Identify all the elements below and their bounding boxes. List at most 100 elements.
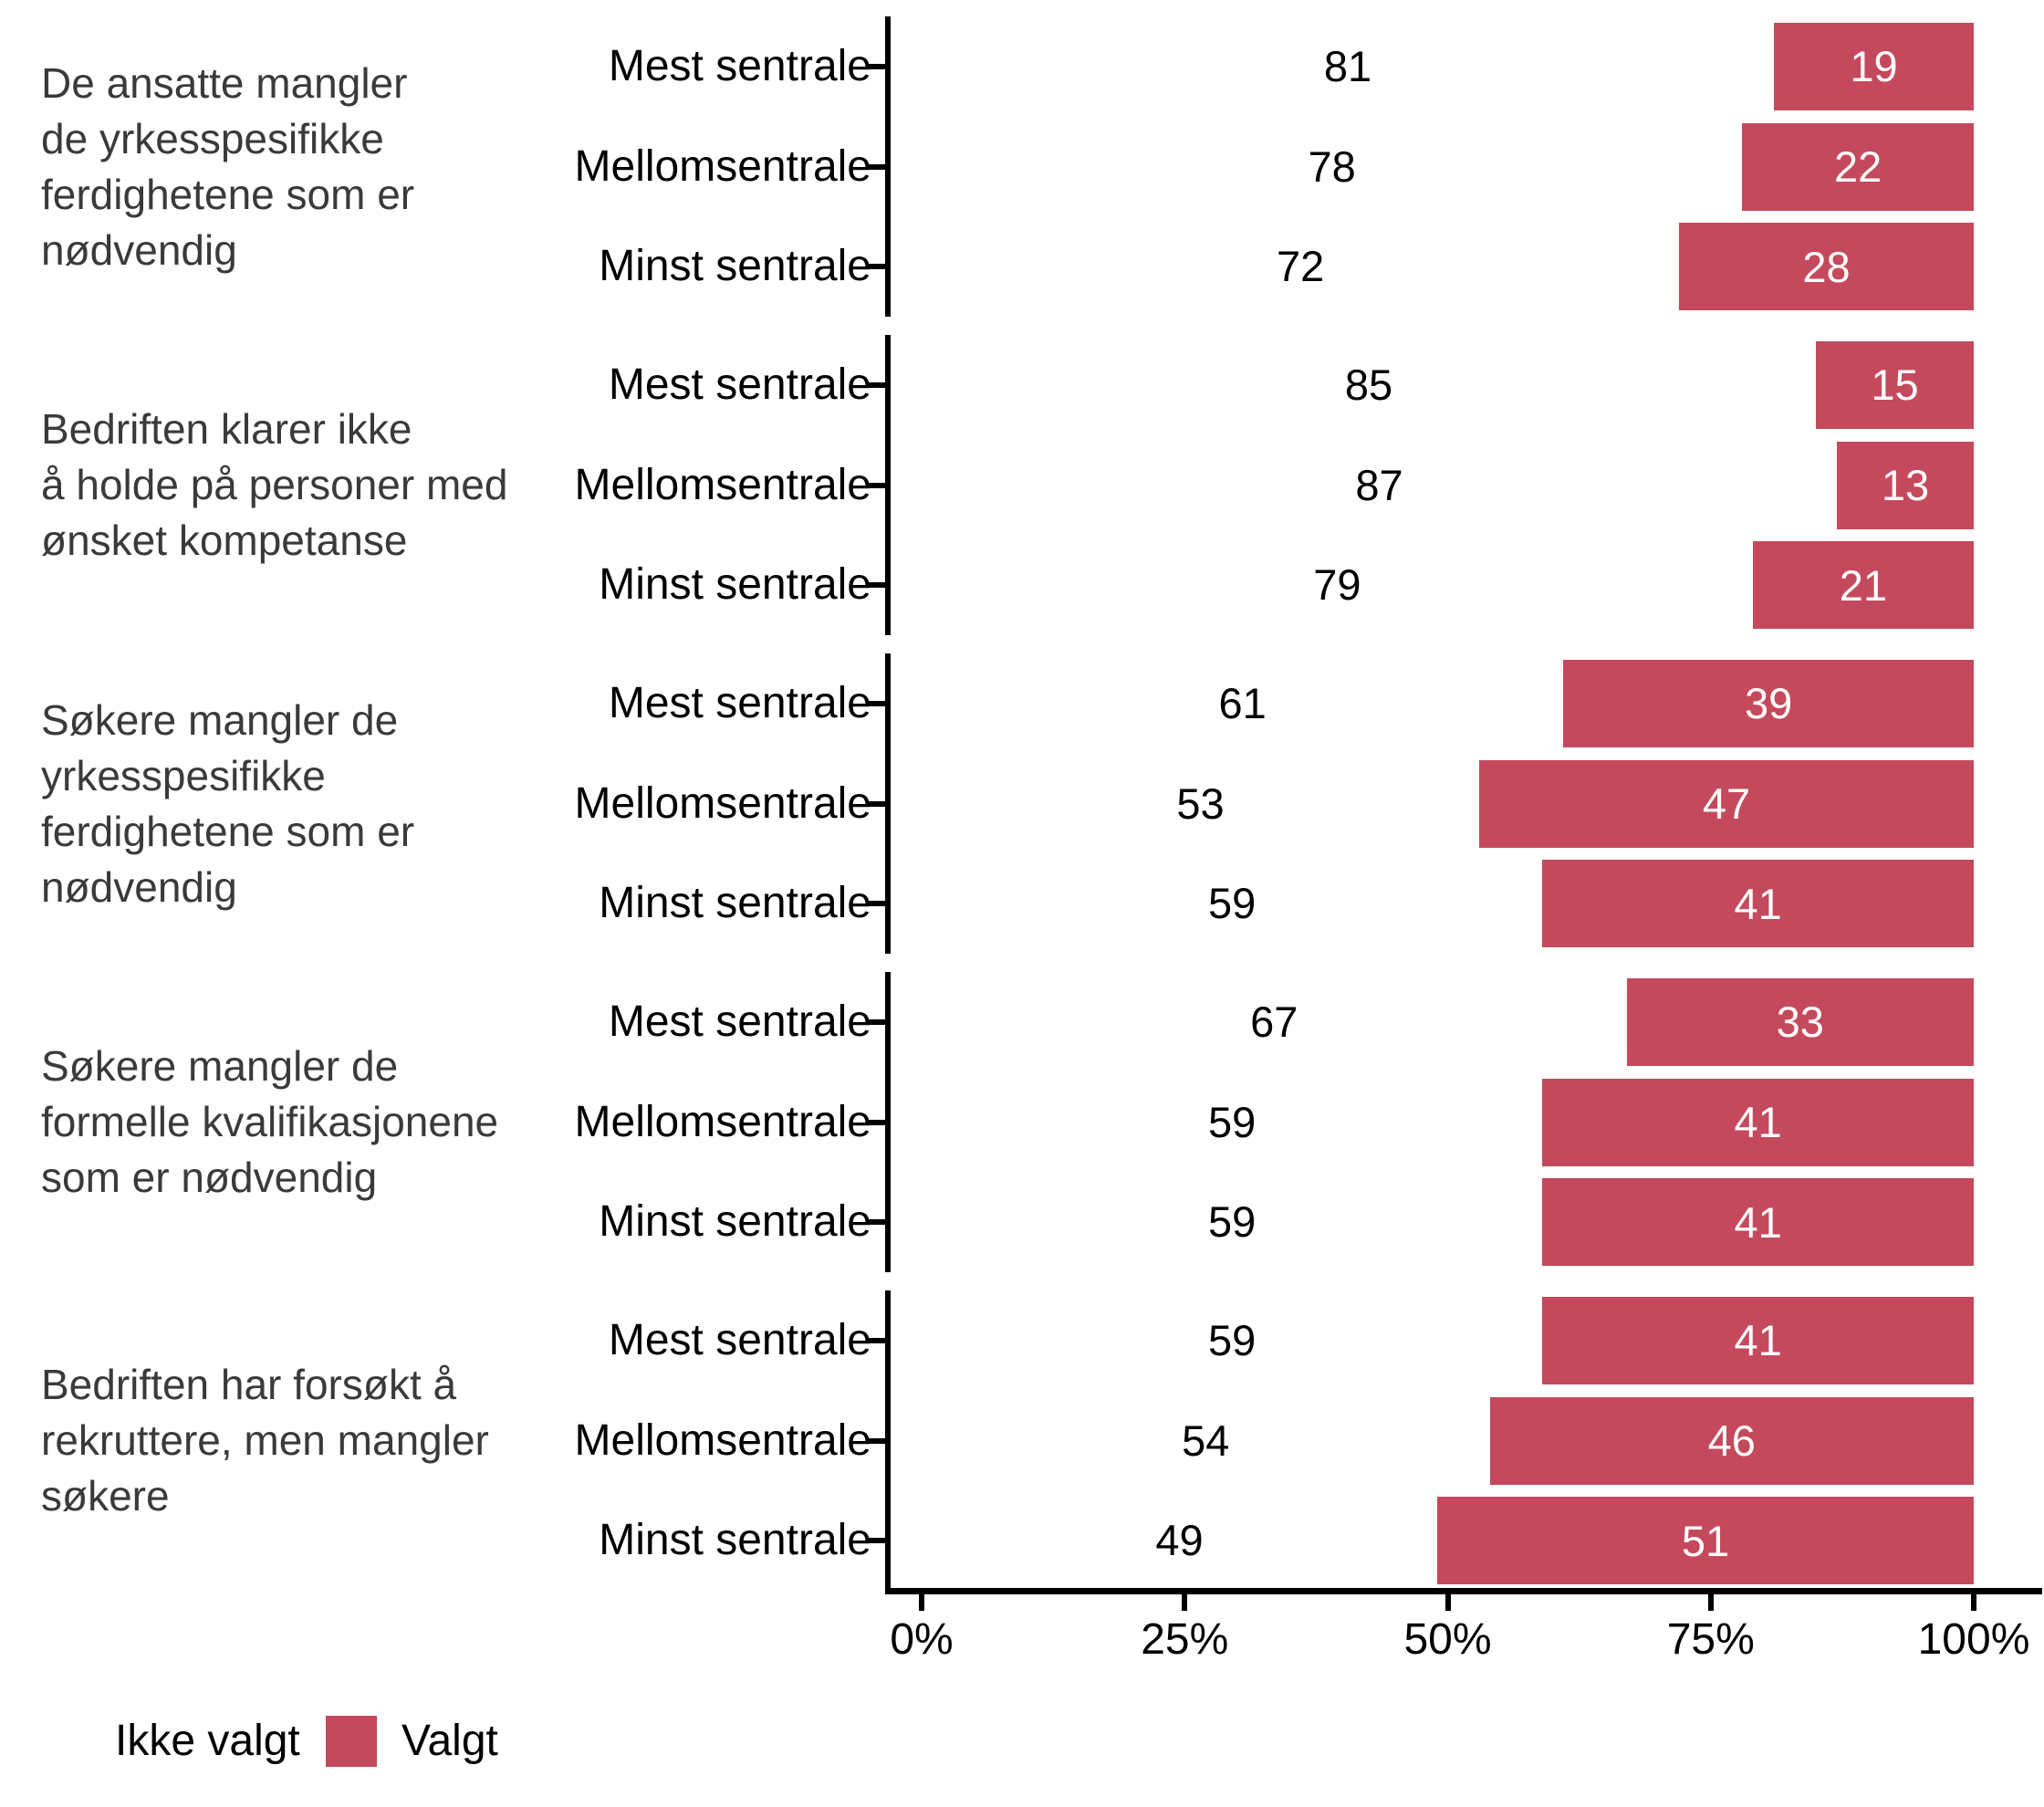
facet-panel: Søkere mangler de yrkesspesifikke ferdig… (0, 653, 2044, 954)
category-label: Mellomsentrale (574, 778, 871, 828)
value-label-ikke-valgt: 67 (1250, 997, 1298, 1046)
value-label-valgt: 19 (1850, 42, 1898, 91)
bar-valgt: 19 (1773, 22, 1974, 110)
value-label-ikke-valgt: 78 (1308, 141, 1356, 191)
x-tick-label: 50% (1403, 1615, 1492, 1664)
x-axis-line (885, 1588, 2042, 1594)
value-label-valgt: 41 (1734, 879, 1782, 928)
category-label: Mellomsentrale (574, 141, 871, 191)
value-label-ikke-valgt: 79 (1313, 560, 1361, 610)
bar-valgt: 41 (1542, 1178, 1974, 1267)
x-tick-label: 75% (1666, 1615, 1755, 1664)
y-tick (867, 582, 885, 589)
x-tick (919, 1594, 924, 1611)
facet-panel: Bedriften har forsøkt å rekruttere, men … (0, 1290, 2044, 1591)
y-tick (867, 381, 885, 388)
facet-panel: Søkere mangler de formelle kvalifikasjon… (0, 972, 2044, 1272)
x-tick-label: 100% (1917, 1615, 2030, 1664)
value-label-ikke-valgt: 59 (1207, 1315, 1257, 1364)
value-label-valgt: 41 (1734, 1316, 1782, 1365)
x-tick (1182, 1594, 1188, 1611)
bar-valgt: 41 (1542, 1078, 1974, 1166)
bar-valgt: 28 (1679, 223, 1974, 311)
value-label-valgt: 51 (1681, 1516, 1730, 1565)
bar-valgt: 21 (1752, 541, 1974, 630)
category-label: Mellomsentrale (574, 460, 871, 509)
y-tick (867, 700, 885, 706)
bar-valgt: 46 (1489, 1396, 1974, 1485)
value-label-ikke-valgt: 59 (1207, 1197, 1257, 1247)
bar-valgt: 39 (1563, 659, 1974, 747)
category-label: Minst sentrale (599, 1197, 871, 1247)
x-tick-label: 25% (1141, 1615, 1229, 1664)
y-tick (867, 1337, 885, 1343)
y-tick (867, 901, 885, 907)
value-label-ikke-valgt: 72 (1276, 242, 1325, 291)
value-label-ikke-valgt: 53 (1176, 778, 1225, 828)
category-label: Mest sentrale (608, 678, 871, 727)
category-label: Mest sentrale (608, 360, 871, 409)
category-label: Mellomsentrale (574, 1415, 871, 1465)
x-tick (1444, 1594, 1451, 1611)
facet-panel: De ansatte mangler de yrkesspesifikke fe… (0, 16, 2044, 317)
value-label-valgt: 39 (1745, 679, 1793, 728)
category-label: Mest sentrale (608, 997, 871, 1046)
y-tick (867, 482, 885, 488)
x-tick-label: 0% (890, 1615, 954, 1664)
value-label-valgt: 41 (1734, 1098, 1782, 1146)
value-label-ikke-valgt: 81 (1323, 41, 1372, 90)
group-label: Søkere mangler de formelle kvalifikasjon… (41, 1042, 499, 1201)
y-tick (867, 63, 885, 69)
category-label: Mellomsentrale (574, 1097, 871, 1146)
group-label: Søkere mangler de yrkesspesifikke ferdig… (41, 695, 415, 911)
value-label-ikke-valgt: 54 (1182, 1415, 1230, 1465)
group-label: Bedriften har forsøkt å rekruttere, men … (41, 1361, 489, 1520)
y-axis-line (885, 1290, 891, 1591)
value-label-ikke-valgt: 85 (1344, 360, 1393, 409)
value-label-valgt: 46 (1707, 1416, 1756, 1465)
bar-valgt: 41 (1542, 1296, 1974, 1384)
y-axis-line (885, 972, 891, 1272)
value-label-valgt: 15 (1871, 360, 1919, 410)
x-tick (1707, 1594, 1714, 1611)
value-label-ikke-valgt: 59 (1207, 1097, 1257, 1146)
value-label-valgt: 13 (1881, 461, 1930, 509)
value-label-valgt: 28 (1802, 242, 1851, 291)
y-tick (867, 163, 885, 170)
facet-panel: Bedriften klarer ikke å holde på persone… (0, 335, 2044, 635)
bar-valgt: 13 (1837, 441, 1974, 529)
y-tick (867, 1219, 885, 1226)
value-label-ikke-valgt: 59 (1207, 879, 1257, 928)
bar-valgt: 51 (1436, 1497, 1974, 1585)
category-label: Mest sentrale (608, 41, 871, 90)
category-label: Minst sentrale (599, 879, 871, 928)
bar-valgt: 47 (1479, 759, 1974, 848)
group-label: Bedriften klarer ikke å holde på persone… (41, 405, 508, 564)
value-label-valgt: 41 (1734, 1197, 1782, 1247)
y-tick (867, 1018, 885, 1025)
value-label-ikke-valgt: 49 (1155, 1516, 1204, 1565)
category-label: Minst sentrale (599, 1516, 871, 1565)
value-label-valgt: 21 (1839, 560, 1888, 610)
category-label: Minst sentrale (599, 560, 871, 610)
y-axis-line (885, 653, 891, 954)
value-label-ikke-valgt: 87 (1355, 460, 1403, 509)
y-axis-line (885, 335, 891, 635)
y-tick (867, 264, 885, 270)
value-label-valgt: 22 (1834, 142, 1882, 191)
y-axis-line (885, 16, 891, 317)
legend-label-valgt: Valgt (402, 1717, 498, 1765)
x-tick (1971, 1594, 1976, 1611)
value-label-ikke-valgt: 61 (1218, 678, 1267, 727)
group-label: De ansatte mangler de yrkesspesifikke fe… (41, 58, 415, 274)
bar-valgt: 15 (1816, 340, 1974, 429)
bar-valgt: 22 (1742, 122, 1974, 211)
y-tick (867, 1119, 885, 1125)
bar-valgt: 41 (1542, 860, 1974, 948)
bar-valgt: 33 (1626, 977, 1974, 1066)
value-label-valgt: 33 (1776, 998, 1824, 1047)
y-tick (867, 1437, 885, 1444)
y-tick (867, 800, 885, 807)
category-label: Mest sentrale (608, 1315, 871, 1364)
